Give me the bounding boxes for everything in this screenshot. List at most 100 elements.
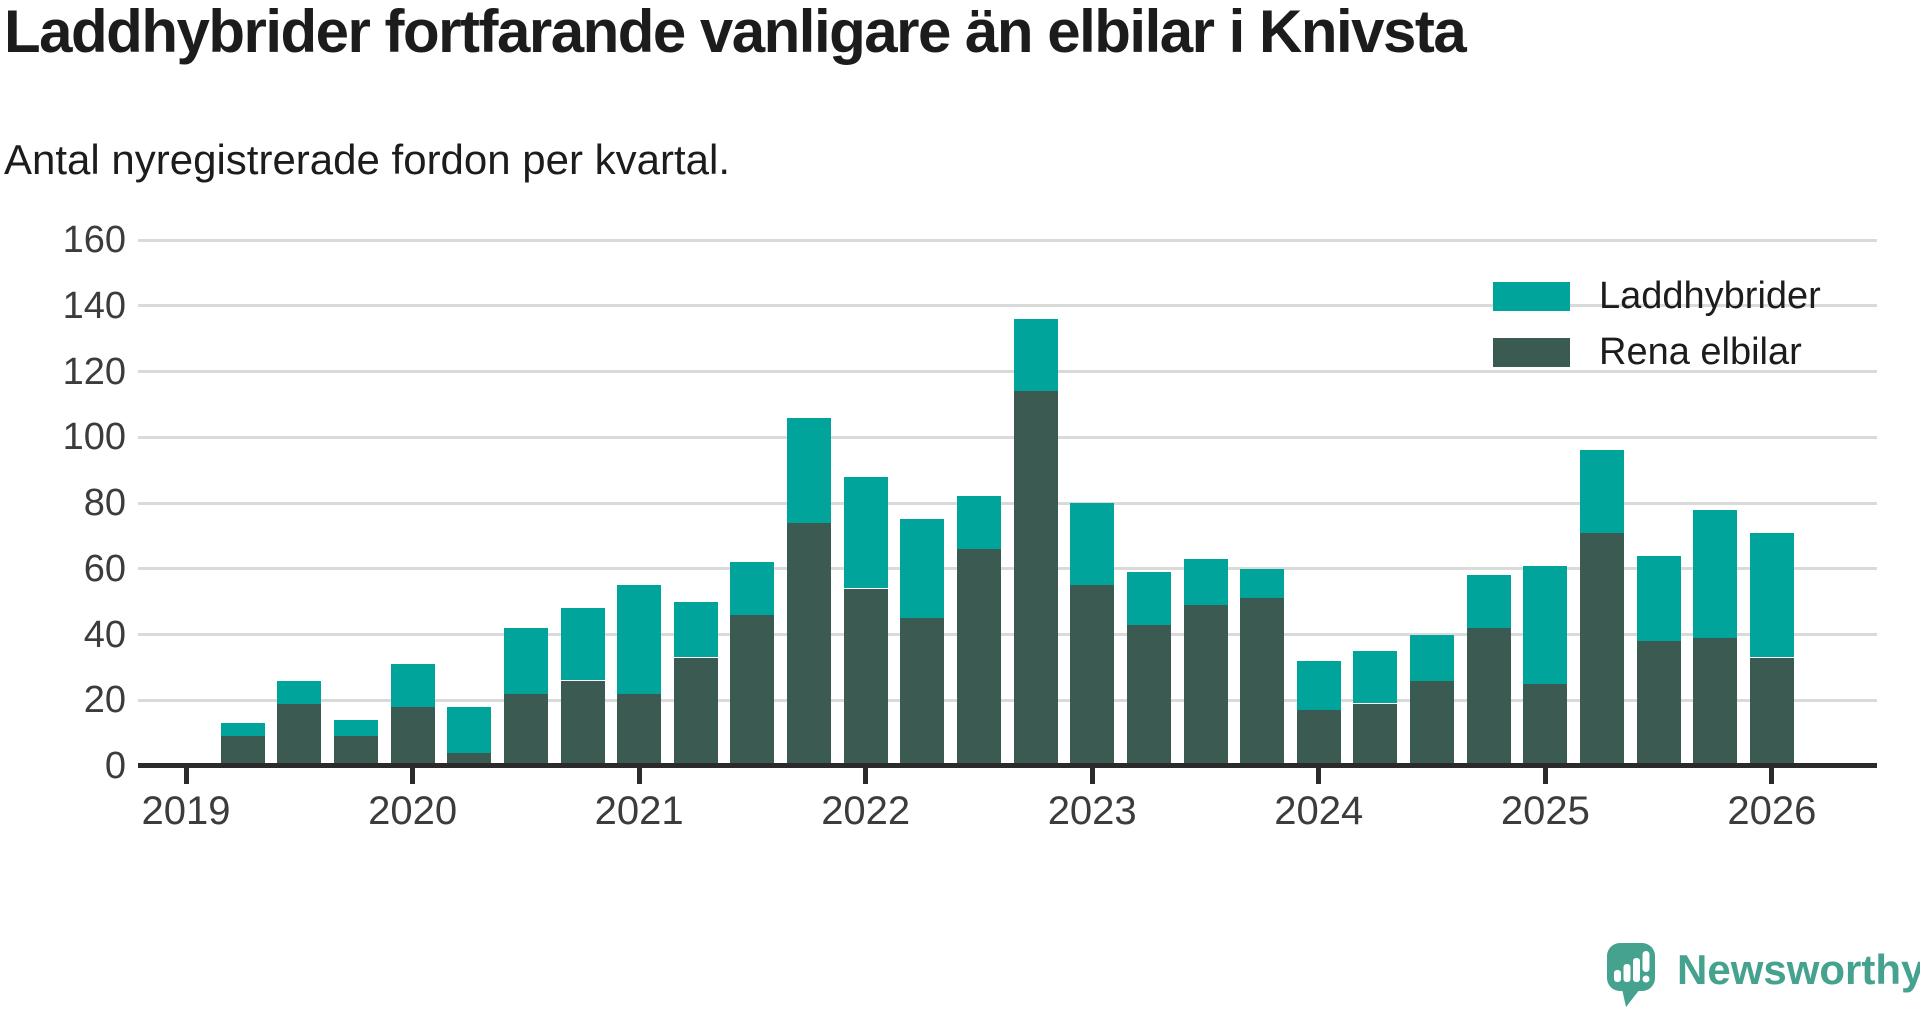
bar-segment-laddhybrider-2025-Q3 (1636, 555, 1681, 642)
bar-segment-laddhybrider-2020-Q2 (447, 706, 492, 753)
bar-segment-laddhybrider-2024-Q2 (1353, 650, 1398, 704)
legend-label: Laddhybrider (1599, 275, 1821, 317)
bar-segment-laddhybrider-2021-Q2 (673, 601, 718, 658)
bar-segment-laddhybrider-2023-Q2 (1126, 572, 1171, 625)
bar-segment-elbilar-2019-Q3 (277, 703, 322, 766)
x-axis-tick-2023 (1089, 768, 1095, 784)
y-axis-label-0: 0 (104, 745, 126, 787)
bar-segment-laddhybrider-2024-Q4 (1466, 575, 1511, 628)
bar-segment-elbilar-2021-Q1 (617, 693, 662, 766)
bar-segment-elbilar-2019-Q2 (220, 736, 265, 766)
x-axis-label-2021: 2021 (594, 789, 684, 833)
bar-segment-elbilar-2023-Q3 (1183, 604, 1228, 766)
bar-segment-laddhybrider-2023-Q4 (1240, 568, 1285, 599)
bar-segment-laddhybrider-2024-Q1 (1296, 660, 1341, 711)
bar-segment-elbilar-2022-Q2 (900, 618, 945, 766)
bar-segment-elbilar-2026-Q1 (1749, 657, 1794, 766)
bar-segment-elbilar-2020-Q2 (447, 752, 492, 767)
bar-segment-elbilar-2021-Q3 (730, 614, 775, 766)
y-axis-label-20: 20 (83, 679, 126, 722)
bar-segment-laddhybrider-2020-Q1 (390, 664, 435, 707)
bar-segment-laddhybrider-2022-Q2 (900, 519, 945, 618)
legend-swatch-elbilar (1493, 337, 1570, 367)
legend-label: Rena elbilar (1599, 331, 1802, 373)
bar-segment-elbilar-2020-Q3 (503, 693, 548, 766)
bar-segment-laddhybrider-2022-Q1 (843, 476, 888, 589)
newsworthy-logo-text: Newsworthy (1677, 946, 1920, 993)
bar-segment-elbilar-2021-Q2 (673, 657, 718, 766)
gridline-120 (138, 370, 1877, 373)
bar-segment-elbilar-2024-Q1 (1296, 710, 1341, 766)
bar-segment-laddhybrider-2022-Q3 (957, 496, 1001, 549)
x-axis-tick-2025 (1542, 768, 1548, 784)
x-axis-label-2023: 2023 (1047, 789, 1137, 833)
bar-segment-elbilar-2020-Q1 (390, 706, 435, 766)
legend-swatch-laddhybrider (1493, 281, 1570, 311)
bar-segment-elbilar-2025-Q4 (1693, 637, 1738, 766)
bar-segment-elbilar-2024-Q2 (1353, 703, 1398, 766)
y-axis-label-60: 60 (83, 547, 126, 590)
y-axis-label-100: 100 (62, 416, 126, 459)
gridline-100 (138, 435, 1877, 439)
y-axis-label-120: 120 (62, 350, 126, 393)
gridline-160 (138, 238, 1877, 242)
bar-segment-elbilar-2023-Q2 (1126, 624, 1171, 766)
y-axis-label-140: 140 (62, 284, 126, 327)
bar-segment-elbilar-2019-Q4 (333, 736, 378, 766)
bar-segment-laddhybrider-2020-Q3 (503, 627, 548, 694)
bar-segment-elbilar-2022-Q3 (957, 549, 1001, 766)
bar-segment-laddhybrider-2019-Q3 (277, 680, 322, 704)
x-axis-line (138, 763, 1877, 768)
legend-item-elbilar: Rena elbilar (1493, 333, 1802, 371)
bar-segment-laddhybrider-2021-Q4 (787, 417, 831, 523)
bar-segment-laddhybrider-2024-Q3 (1410, 634, 1455, 681)
x-axis-label-2026: 2026 (1727, 789, 1817, 833)
bar-segment-elbilar-2024-Q3 (1410, 680, 1455, 766)
chart-subtitle: Antal nyregistrerade fordon per kvartal. (4, 136, 731, 183)
newsworthy-logo-icon (1607, 943, 1655, 1007)
chart-title: Laddhybrider fortfarande vanligare än el… (4, 0, 1467, 65)
bar-segment-elbilar-2021-Q4 (787, 522, 831, 766)
x-axis-label-2019: 2019 (141, 789, 231, 833)
gridline-60 (138, 567, 1877, 571)
x-axis-tick-2026 (1769, 768, 1775, 784)
bar-segment-laddhybrider-2021-Q3 (730, 562, 775, 615)
gridline-80 (138, 501, 1877, 505)
newsworthy-logo: Newsworthy (1607, 943, 1920, 1009)
gridline-140 (138, 304, 1877, 308)
x-axis-tick-2022 (863, 768, 869, 784)
x-axis-tick-2019 (183, 768, 189, 784)
bar-segment-laddhybrider-2023-Q1 (1070, 503, 1115, 586)
bar-segment-elbilar-2023-Q1 (1070, 585, 1115, 766)
bar-segment-elbilar-2022-Q1 (843, 588, 888, 766)
bar-segment-laddhybrider-2025-Q4 (1693, 509, 1738, 638)
bar-segment-elbilar-2025-Q1 (1523, 683, 1568, 766)
bar-segment-elbilar-2022-Q4 (1013, 391, 1058, 766)
bar-segment-laddhybrider-2026-Q1 (1749, 532, 1794, 658)
bar-segment-laddhybrider-2022-Q4 (1013, 318, 1058, 392)
y-axis-label-40: 40 (83, 613, 126, 656)
bar-segment-elbilar-2025-Q2 (1580, 532, 1624, 766)
bar-segment-elbilar-2025-Q3 (1636, 641, 1681, 766)
bar-segment-laddhybrider-2025-Q2 (1580, 450, 1624, 533)
bar-segment-elbilar-2023-Q4 (1240, 598, 1285, 766)
y-axis-label-160: 160 (62, 219, 126, 261)
gridline-40 (138, 633, 1877, 636)
x-axis-label-2025: 2025 (1500, 789, 1590, 833)
bar-segment-laddhybrider-2019-Q2 (220, 723, 265, 737)
x-axis-label-2022: 2022 (821, 789, 911, 833)
y-axis-label-80: 80 (83, 482, 126, 524)
gridline-20 (138, 698, 1877, 702)
x-axis-tick-2024 (1316, 768, 1322, 784)
bar-segment-laddhybrider-2021-Q1 (617, 585, 662, 694)
x-axis-label-2020: 2020 (368, 789, 458, 833)
x-axis-tick-2020 (410, 768, 416, 784)
bar-segment-laddhybrider-2025-Q1 (1523, 565, 1568, 684)
x-axis-tick-2021 (636, 768, 642, 784)
bar-segment-elbilar-2024-Q4 (1466, 627, 1511, 766)
bar-segment-laddhybrider-2023-Q3 (1183, 558, 1228, 605)
legend-item-laddhybrider: Laddhybrider (1493, 277, 1821, 315)
bar-segment-laddhybrider-2019-Q4 (333, 720, 378, 737)
bar-segment-elbilar-2020-Q4 (560, 680, 605, 766)
